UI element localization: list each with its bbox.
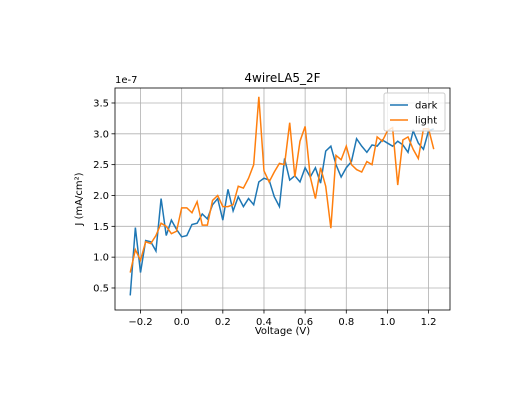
y-tick-label: 2.0 [93,191,109,202]
y-offset-text: 1e-7 [115,75,138,86]
legend-label: dark [415,101,438,112]
legend-label: light [415,116,437,127]
x-tick-label: 1.0 [379,317,395,328]
y-tick-label: 1.5 [93,222,109,233]
x-tick-label: 0.8 [338,317,354,328]
y-axis-label: J (mA/cm²) [74,172,85,226]
x-tick-label: 0.4 [256,317,272,328]
y-tick-label: 0.5 [93,283,109,294]
data-line [129,96,435,273]
y-tick-label: 2.5 [93,160,109,171]
x-tick-label: 0.0 [174,317,190,328]
y-tick-label: 1.0 [93,253,109,264]
y-tick-label: 3.5 [93,98,109,109]
axes-frame [114,87,451,311]
legend-box [383,92,446,132]
x-tick-label: 1.2 [421,317,437,328]
x-tick-label: −0.2 [128,317,152,328]
x-axis-label: Voltage (V) [255,326,310,337]
x-tick-label: 0.6 [297,317,313,328]
x-tick-label: 0.2 [215,317,231,328]
y-tick-label: 3.0 [93,129,109,140]
chart-title: 4wireLA5_2F [244,71,320,85]
